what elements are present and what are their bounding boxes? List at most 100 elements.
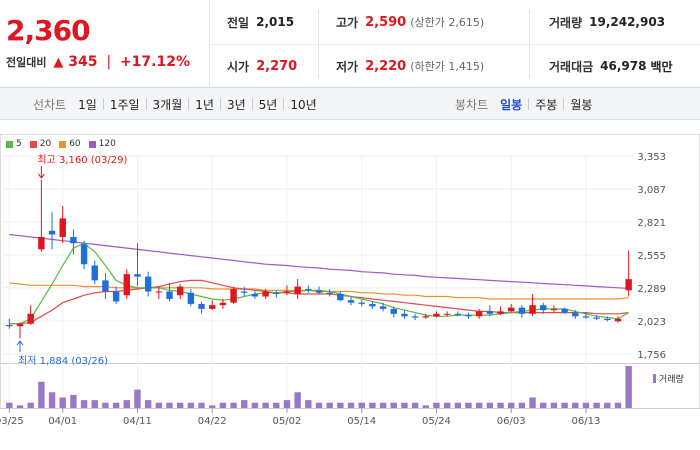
- legend-swatch: [653, 374, 656, 383]
- volume-bar: [422, 405, 429, 408]
- line-chart-label: 선차트: [33, 97, 67, 112]
- legend-ma60-label: 60: [69, 139, 81, 149]
- candle-body: [209, 305, 216, 309]
- candlestick-chart: 5 20 60 120 거래량 3,353 3,087 2,821 2,555 2,28…: [0, 134, 700, 450]
- candle-weekly-tab[interactable]: 주봉: [535, 97, 558, 112]
- volume-bar: [166, 402, 173, 408]
- volume-bar: [326, 402, 333, 408]
- period-1w[interactable]: 1주일: [109, 97, 140, 112]
- volume: 거래량 19,242,903: [549, 0, 665, 44]
- volume-bar: [486, 402, 494, 408]
- candle-body: [593, 317, 600, 319]
- volume-bar: [209, 405, 216, 408]
- volume-bar: [390, 402, 397, 408]
- candle-body: [91, 265, 98, 281]
- moving-average-legend: 5 20 60 120: [6, 139, 116, 149]
- volume-bar: [497, 402, 504, 408]
- candle-body: [358, 302, 365, 304]
- period-3y[interactable]: 3년: [226, 97, 246, 112]
- volume-bar: [230, 402, 237, 408]
- y-tick-label: 1,756: [637, 350, 666, 361]
- quote-panel: 2,360 전일대비 ▲ 345 | +17.12% 전일 2,015 시가 2…: [0, 0, 700, 88]
- open-price: 시가 2,270: [227, 44, 297, 88]
- volume-bar: [529, 397, 536, 408]
- low-value: 2,220: [365, 58, 407, 74]
- chart-period-toolbar: 선차트 1일 1주일 3개월 1년 3년 5년 10년 봉차트 일봉 주봉 월봉: [0, 88, 700, 120]
- period-10y[interactable]: 10년: [290, 97, 317, 112]
- candle-body: [561, 308, 568, 313]
- legend-ma5-label: 5: [16, 139, 22, 149]
- candle-body: [465, 315, 472, 317]
- candle-chart-label: 봉차트: [455, 97, 489, 112]
- candle-body: [390, 308, 397, 314]
- volume-bar: [294, 392, 301, 408]
- candle-monthly-tab[interactable]: 월봉: [570, 97, 593, 112]
- amount-value: 46,978: [600, 59, 647, 73]
- candle-body: [486, 311, 494, 314]
- candle-body: [144, 276, 152, 292]
- candle-body: [305, 289, 312, 291]
- legend-ma120: 120: [88, 139, 116, 149]
- volume-bar: [219, 402, 227, 408]
- candle-chart-periods: 봉차트 일봉 주봉 월봉: [455, 88, 592, 120]
- legend-swatch: [59, 140, 67, 148]
- volume-bar: [80, 400, 88, 408]
- candle-body: [347, 300, 355, 303]
- period-1d[interactable]: 1일: [78, 97, 97, 112]
- candle-body: [508, 307, 515, 312]
- candle-body: [27, 313, 34, 324]
- y-tick-label: 2,023: [637, 317, 666, 328]
- divider: [211, 44, 700, 45]
- volume-bar: [315, 402, 323, 408]
- x-tick-label: 06/13: [572, 416, 601, 427]
- volume-bar: [518, 402, 526, 408]
- period-3m[interactable]: 3개월: [152, 97, 183, 112]
- x-tick-label: 04/11: [123, 416, 152, 427]
- divider: [283, 98, 285, 110]
- volume-value: 19,242,903: [589, 15, 666, 29]
- open-label: 시가: [227, 59, 250, 74]
- y-tick-label: 3,353: [637, 152, 666, 163]
- volume-bar: [91, 400, 98, 408]
- candle-body: [294, 286, 301, 294]
- candle-body: [572, 312, 579, 317]
- candle-body: [497, 311, 504, 314]
- candle-body: [187, 292, 195, 304]
- volume-bar: [604, 402, 611, 408]
- low-annotation: 최저 1,884 (03/26): [18, 355, 108, 367]
- volume-bar: [123, 400, 130, 408]
- period-5y[interactable]: 5년: [258, 97, 278, 112]
- candle-body: [625, 279, 632, 291]
- volume-bar: [465, 402, 472, 408]
- low-label: 저가: [336, 59, 359, 74]
- volume-bar: [443, 402, 451, 408]
- chart-canvas[interactable]: 3,353 3,087 2,821 2,555 2,289 2,023 1,756 03/25…: [0, 134, 700, 450]
- candle-body: [369, 303, 376, 307]
- amount-label: 거래대금: [549, 59, 594, 74]
- volume-bar: [241, 400, 248, 408]
- volume-legend: 거래량: [653, 372, 684, 385]
- volume-bar: [305, 400, 312, 408]
- volume-bar: [251, 402, 259, 408]
- volume-bar: [369, 402, 376, 408]
- x-tick-label: 05/24: [422, 416, 451, 427]
- prev-close-value: 2,015: [256, 15, 295, 29]
- x-tick-label: 03/25: [0, 416, 24, 427]
- legend-ma20: 20: [29, 139, 52, 149]
- legend-ma120-label: 120: [98, 139, 116, 149]
- ma20-line: [9, 279, 629, 325]
- low-arrow-head-icon: [16, 340, 24, 346]
- volume-bar: [144, 400, 152, 408]
- volume-bar: [337, 402, 344, 408]
- low-price: 저가 2,220 (하한가 1,415): [336, 44, 484, 88]
- volume-bar: [572, 402, 579, 408]
- candle-body: [411, 316, 419, 318]
- period-1y[interactable]: 1년: [195, 97, 214, 112]
- volume-bar: [102, 402, 109, 408]
- legend-ma20-label: 20: [39, 139, 52, 149]
- candle-daily-tab[interactable]: 일봉: [500, 97, 523, 112]
- candle-body: [155, 291, 163, 293]
- lower-limit: (하한가 1,415): [410, 60, 485, 73]
- volume-bar: [593, 402, 600, 408]
- volume-bar: [358, 402, 365, 408]
